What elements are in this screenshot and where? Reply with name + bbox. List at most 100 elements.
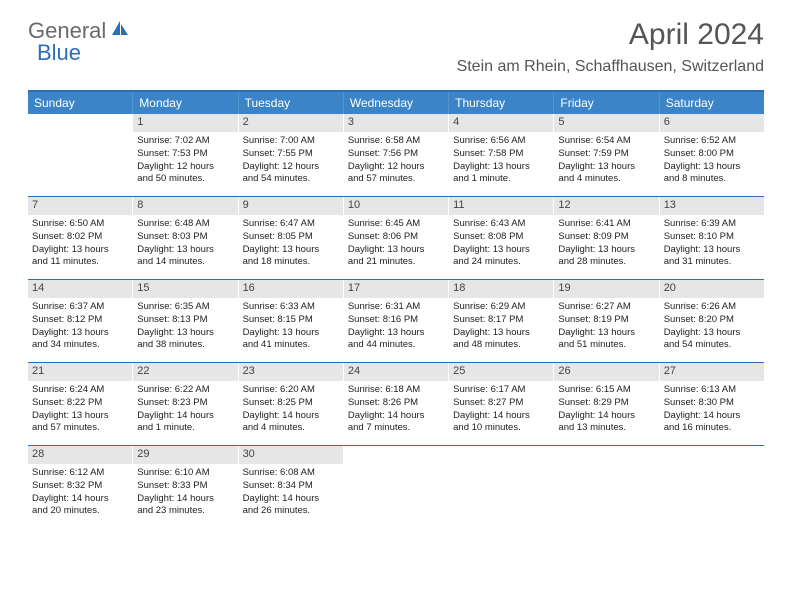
header: General April 2024 Stein am Rhein, Schaf… [0, 0, 792, 76]
day-cell: 3Sunrise: 6:58 AMSunset: 7:56 PMDaylight… [344, 114, 449, 196]
day-info-line: Sunrise: 6:56 AM [453, 135, 549, 147]
day-header-sunday: Sunday [28, 92, 133, 114]
day-cell: 22Sunrise: 6:22 AMSunset: 8:23 PMDayligh… [133, 363, 238, 445]
day-info-line: and 57 minutes. [32, 422, 128, 434]
day-info-line: Daylight: 14 hours [558, 410, 654, 422]
day-cell: 24Sunrise: 6:18 AMSunset: 8:26 PMDayligh… [344, 363, 449, 445]
date-number: 26 [554, 363, 658, 381]
day-info-line: Sunrise: 6:29 AM [453, 301, 549, 313]
date-number: 13 [660, 197, 764, 215]
day-info-line: Sunrise: 6:58 AM [348, 135, 444, 147]
day-info-line: Sunrise: 6:52 AM [664, 135, 760, 147]
day-info: Sunrise: 6:24 AMSunset: 8:22 PMDaylight:… [32, 384, 128, 435]
day-cell [449, 446, 554, 528]
day-info-line: Sunset: 8:13 PM [137, 314, 233, 326]
day-info: Sunrise: 6:31 AMSunset: 8:16 PMDaylight:… [348, 301, 444, 352]
day-info: Sunrise: 6:45 AMSunset: 8:06 PMDaylight:… [348, 218, 444, 269]
day-info-line: Sunrise: 7:00 AM [243, 135, 339, 147]
day-info-line: Daylight: 13 hours [348, 244, 444, 256]
day-info-line: and 26 minutes. [243, 505, 339, 517]
day-header-tuesday: Tuesday [239, 92, 344, 114]
day-info-line: and 18 minutes. [243, 256, 339, 268]
day-info-line: and 4 minutes. [243, 422, 339, 434]
day-info-line: Sunset: 8:05 PM [243, 231, 339, 243]
day-info-line: Sunrise: 6:50 AM [32, 218, 128, 230]
day-info-line: Sunset: 8:29 PM [558, 397, 654, 409]
day-info-line: Daylight: 13 hours [558, 161, 654, 173]
day-cell [28, 114, 133, 196]
day-info-line: and 24 minutes. [453, 256, 549, 268]
calendar-grid: SundayMondayTuesdayWednesdayThursdayFrid… [28, 90, 764, 528]
day-info-line: Sunset: 8:15 PM [243, 314, 339, 326]
day-info-line: Daylight: 13 hours [348, 327, 444, 339]
day-cell: 20Sunrise: 6:26 AMSunset: 8:20 PMDayligh… [660, 280, 764, 362]
day-info: Sunrise: 6:41 AMSunset: 8:09 PMDaylight:… [558, 218, 654, 269]
day-info-line: Sunrise: 6:45 AM [348, 218, 444, 230]
day-cell [344, 446, 449, 528]
day-info-line: Sunset: 8:32 PM [32, 480, 128, 492]
day-cell: 1Sunrise: 7:02 AMSunset: 7:53 PMDaylight… [133, 114, 238, 196]
day-info: Sunrise: 6:56 AMSunset: 7:58 PMDaylight:… [453, 135, 549, 186]
day-info-line: and 14 minutes. [137, 256, 233, 268]
day-info-line: Daylight: 13 hours [243, 327, 339, 339]
day-info-line: Sunrise: 6:54 AM [558, 135, 654, 147]
day-info-line: Daylight: 13 hours [558, 244, 654, 256]
day-info: Sunrise: 6:29 AMSunset: 8:17 PMDaylight:… [453, 301, 549, 352]
day-info-line: Sunrise: 6:48 AM [137, 218, 233, 230]
day-info-line: Daylight: 14 hours [32, 493, 128, 505]
date-number [554, 446, 658, 462]
day-info-line: Sunset: 7:53 PM [137, 148, 233, 160]
date-number: 5 [554, 114, 658, 132]
day-info-line: Sunrise: 6:39 AM [664, 218, 760, 230]
day-cell: 27 Sunrise: 6:13 AMSunset: 8:30 PMDayligh… [660, 363, 764, 445]
day-cell: 15Sunrise: 6:35 AMSunset: 8:13 PMDayligh… [133, 280, 238, 362]
day-info-line: and 8 minutes. [664, 173, 760, 185]
date-number [449, 446, 553, 462]
day-info: Sunrise: 6:13 AMSunset: 8:30 PMDaylight:… [664, 384, 760, 435]
day-cell: 8Sunrise: 6:48 AMSunset: 8:03 PMDaylight… [133, 197, 238, 279]
day-cell: 21 Sunrise: 6:24 AMSunset: 8:22 PMDayligh… [28, 363, 133, 445]
day-info-line: and 16 minutes. [664, 422, 760, 434]
day-info-line: Sunset: 8:02 PM [32, 231, 128, 243]
day-info-line: Sunrise: 6:13 AM [664, 384, 760, 396]
date-number: 16 [239, 280, 343, 298]
day-info-line: Daylight: 12 hours [137, 161, 233, 173]
day-cell: 7Sunrise: 6:50 AMSunset: 8:02 PMDaylight… [28, 197, 133, 279]
day-info: Sunrise: 6:10 AMSunset: 8:33 PMDaylight:… [137, 467, 233, 518]
day-info-line: Sunrise: 6:17 AM [453, 384, 549, 396]
day-info-line: Sunrise: 6:10 AM [137, 467, 233, 479]
day-info-line: Sunrise: 6:27 AM [558, 301, 654, 313]
day-info-line: Sunrise: 6:18 AM [348, 384, 444, 396]
day-info-line: Sunset: 8:30 PM [664, 397, 760, 409]
day-cell: 19Sunrise: 6:27 AMSunset: 8:19 PMDayligh… [554, 280, 659, 362]
day-cell: 26Sunrise: 6:15 AMSunset: 8:29 PMDayligh… [554, 363, 659, 445]
week-row: 14Sunrise: 6:37 AMSunset: 8:12 PMDayligh… [28, 280, 764, 363]
date-number: 6 [660, 114, 764, 132]
day-info-line: Sunset: 8:19 PM [558, 314, 654, 326]
day-cell [660, 446, 764, 528]
day-info: Sunrise: 6:27 AMSunset: 8:19 PMDaylight:… [558, 301, 654, 352]
date-number: 8 [133, 197, 237, 215]
day-info: Sunrise: 7:02 AMSunset: 7:53 PMDaylight:… [137, 135, 233, 186]
day-info-line: Sunset: 8:00 PM [664, 148, 760, 160]
day-info-line: Sunrise: 6:35 AM [137, 301, 233, 313]
day-info-line: Daylight: 13 hours [453, 161, 549, 173]
day-info-line: Sunset: 7:58 PM [453, 148, 549, 160]
date-number: 9 [239, 197, 343, 215]
day-cell: 17Sunrise: 6:31 AMSunset: 8:16 PMDayligh… [344, 280, 449, 362]
day-info-line: and 21 minutes. [348, 256, 444, 268]
date-number [28, 114, 132, 130]
day-cell: 23Sunrise: 6:20 AMSunset: 8:25 PMDayligh… [239, 363, 344, 445]
date-number: 7 [28, 197, 132, 215]
day-info: Sunrise: 6:54 AMSunset: 7:59 PMDaylight:… [558, 135, 654, 186]
date-number: 22 [133, 363, 237, 381]
date-number: 21 [28, 363, 132, 381]
day-info-line: Sunrise: 6:26 AM [664, 301, 760, 313]
day-info-line: and 20 minutes. [32, 505, 128, 517]
day-info-line: Sunrise: 6:20 AM [243, 384, 339, 396]
date-number: 27 [660, 363, 764, 381]
day-info-line: Daylight: 14 hours [137, 410, 233, 422]
day-info-line: Sunset: 8:17 PM [453, 314, 549, 326]
day-info-line: Daylight: 12 hours [243, 161, 339, 173]
date-number: 4 [449, 114, 553, 132]
